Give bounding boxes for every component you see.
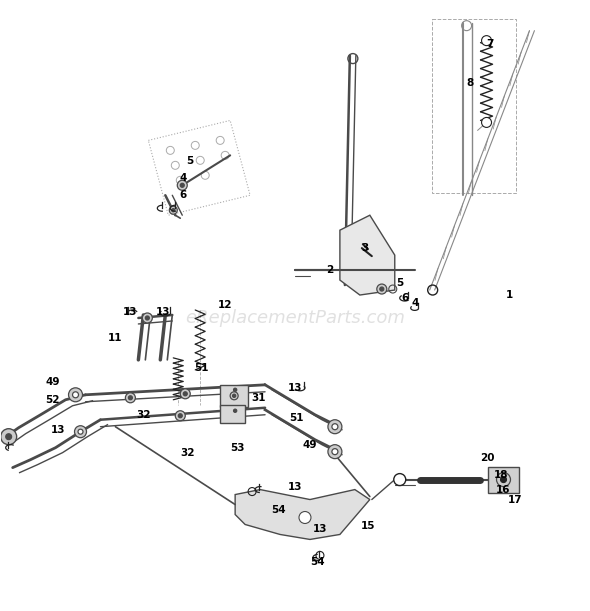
Circle shape [500,477,506,483]
Text: 31: 31 [251,393,266,403]
Circle shape [497,472,510,486]
Circle shape [74,426,87,437]
Circle shape [394,474,406,486]
Text: 15: 15 [360,521,375,532]
Circle shape [78,429,83,434]
Circle shape [299,511,311,524]
Circle shape [142,313,152,323]
Circle shape [481,117,491,128]
Polygon shape [340,215,395,295]
Text: 13: 13 [156,307,171,317]
Circle shape [73,392,78,398]
Circle shape [183,392,187,396]
Bar [432,19,516,193]
Text: 6: 6 [179,190,187,200]
Text: 12: 12 [218,300,232,310]
Bar [220,385,248,407]
Text: 16: 16 [496,485,511,494]
Text: 1: 1 [506,290,513,300]
Polygon shape [235,489,370,540]
Text: 8: 8 [466,78,473,87]
Circle shape [6,434,12,440]
Text: 32: 32 [136,410,150,420]
Bar [220,404,245,423]
Text: 18: 18 [494,470,509,480]
Circle shape [129,396,132,400]
Circle shape [145,316,149,320]
Text: 49: 49 [45,377,60,387]
Text: 54: 54 [271,505,286,514]
Circle shape [68,388,83,402]
Text: 17: 17 [508,494,523,505]
Text: 4: 4 [411,298,418,308]
Text: 3: 3 [361,243,369,253]
Circle shape [328,445,342,459]
Text: 20: 20 [480,453,495,463]
Bar [487,467,519,492]
Circle shape [377,284,387,294]
Circle shape [181,389,190,399]
Circle shape [169,207,177,214]
Text: 2: 2 [326,265,333,275]
Text: 51: 51 [194,363,208,373]
Text: 13: 13 [288,481,302,492]
Text: eReplacementParts.com: eReplacementParts.com [185,309,405,327]
Circle shape [1,429,17,445]
Circle shape [332,423,338,430]
Text: 5: 5 [396,278,404,288]
Circle shape [232,394,236,397]
Circle shape [380,287,384,291]
Text: 54: 54 [310,557,325,568]
Circle shape [231,386,239,394]
Text: 11: 11 [108,333,123,343]
Circle shape [177,180,187,190]
Circle shape [234,388,237,392]
Circle shape [181,183,184,188]
Text: 13: 13 [288,383,302,393]
Text: 49: 49 [303,440,317,450]
Text: 51: 51 [289,413,303,423]
Text: 53: 53 [230,442,244,453]
Text: 13: 13 [51,425,66,434]
Circle shape [234,409,237,412]
Text: 32: 32 [180,448,195,458]
Circle shape [178,414,182,418]
Circle shape [328,420,342,434]
Text: 7: 7 [486,38,493,49]
Circle shape [481,35,491,46]
Text: 5: 5 [186,156,194,166]
Text: 13: 13 [313,524,327,535]
Text: 52: 52 [45,395,60,404]
Circle shape [231,407,239,415]
Circle shape [230,392,238,400]
Text: 6: 6 [401,293,408,303]
Circle shape [126,393,135,403]
Text: 13: 13 [123,307,137,317]
Circle shape [172,208,175,212]
Circle shape [175,411,185,421]
Circle shape [332,448,338,455]
Text: 4: 4 [179,174,187,183]
